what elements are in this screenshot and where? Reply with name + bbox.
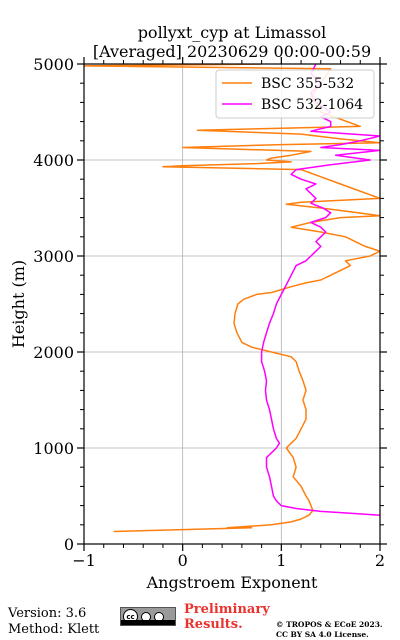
grid-lines [83,63,381,545]
y-tick-label: 3000 [33,247,74,266]
footer-info: Version: 3.6 Method: Klett [8,606,99,638]
series-lines [84,64,380,533]
preliminary-line2: Results. [184,617,243,632]
copyright-line1: © TROPOS & ECoE 2023. [276,620,383,629]
x-axis-label: Angstroem Exponent [146,573,318,592]
preliminary-line1: Preliminary [184,602,270,617]
y-tick-label: 4000 [33,151,74,170]
legend-box [215,69,375,119]
legend: BSC 355-532 BSC 532-1064 [215,69,375,119]
cc-strip [121,620,175,625]
series-line-bsc-532-1064 [260,64,380,516]
y-tick-label: 0 [64,535,74,554]
cc-by-sa-license-icon: cc [120,607,176,626]
legend-label-bsc-355-532: BSC 355-532 [261,76,354,92]
method-text: Method: Klett [8,622,100,637]
x-tick-label: 1 [276,551,286,570]
plot-frame [83,63,381,545]
angstroem-exponent-chart: pollyxt_cyp at Limassol [Averaged] 20230… [9,23,387,592]
x-tick-label: 0 [178,551,188,570]
x-tick-label: −1 [72,551,96,570]
x-tick-label: 2 [375,551,385,570]
preliminary-results-notice: Preliminary Results. [184,602,284,632]
copyright-notice: © TROPOS & ECoE 2023. CC BY SA 4.0 Licen… [276,620,383,640]
y-tick-label: 1000 [33,439,74,458]
version-text: Version: 3.6 [8,606,87,621]
legend-label-bsc-532-1064: BSC 532-1064 [261,97,363,113]
chart-title-line1: pollyxt_cyp at Limassol [138,23,327,42]
chart-title-line2: [Averaged] 20230629 00:00-00:59 [93,42,371,61]
y-tick-label: 5000 [33,55,74,74]
copyright-line2: CC BY SA 4.0 License. [276,630,369,639]
series-line-bsc-355-532 [84,64,380,533]
y-axis-label: Height (m) [9,260,28,348]
y-tick-label: 2000 [33,343,74,362]
